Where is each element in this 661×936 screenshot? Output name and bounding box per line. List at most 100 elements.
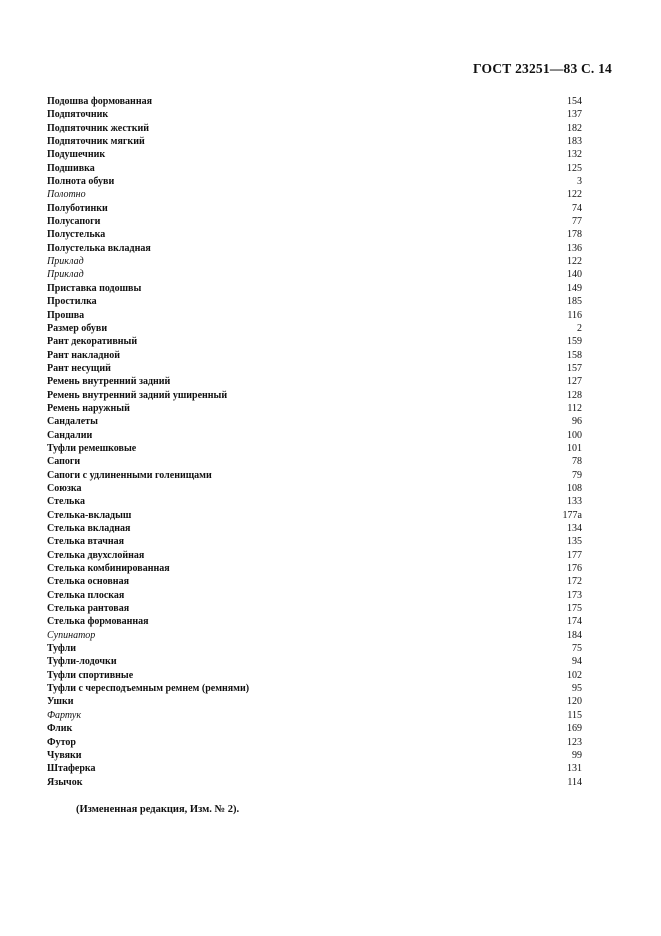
entry-term: Стелька-вкладыш: [47, 509, 132, 521]
entry-term: Рант декоративный: [47, 336, 138, 348]
entry-page: 177: [567, 549, 582, 561]
entry-term: Сапоги: [47, 456, 81, 468]
entry-page: 115: [567, 709, 582, 721]
index-entry: Ремень наружный 112: [47, 402, 582, 415]
entry-term: Прошва: [47, 309, 85, 321]
entry-page: 94: [572, 656, 582, 668]
entry-term: Приставка подошвы: [47, 282, 142, 294]
index-entry: Полнота обуви 3: [47, 175, 582, 188]
entry-page: 78: [572, 456, 582, 468]
index-entry: Подпяточник мягкий 183: [47, 135, 582, 148]
index-entry: Рант накладной 158: [47, 349, 582, 362]
entry-term: Стелька плоская: [47, 589, 125, 601]
entry-term: Чувяки: [47, 749, 82, 761]
index-entry: Туфли ремешковые 101: [47, 442, 582, 455]
entry-page: 101: [567, 442, 582, 454]
index-entry: Туфли с чересподъемным ремнем (ремнями) 9…: [47, 682, 582, 695]
entry-page: 172: [567, 576, 582, 588]
entry-term: Полуботинки: [47, 202, 108, 214]
index-entry: Полусапоги 77: [47, 215, 582, 228]
entry-page: 177а: [562, 509, 582, 521]
entry-page: 175: [567, 603, 582, 615]
entry-page: 133: [567, 496, 582, 508]
entry-term: Стелька: [47, 496, 85, 508]
entry-term: Полусапоги: [47, 216, 101, 228]
entry-term: Подпяточник: [47, 109, 109, 121]
entry-term: Подпяточник мягкий: [47, 136, 145, 148]
index-entry: Чувяки 99: [47, 749, 582, 762]
entry-page: 184: [567, 629, 582, 641]
entry-page: 100: [567, 429, 582, 441]
index-entry: Стелька формованная 174: [47, 615, 582, 628]
index-entry: Стелька основная 172: [47, 575, 582, 588]
entry-term: Подшивка: [47, 162, 95, 174]
entry-page: 136: [567, 242, 582, 254]
index-entry: Полуботинки 74: [47, 202, 582, 215]
entry-page: 75: [572, 643, 582, 655]
entry-term: Флик: [47, 723, 73, 735]
index-entry: Подушечник 132: [47, 148, 582, 161]
entry-term: Приклад: [47, 256, 84, 268]
entry-term: Стелька вкладная: [47, 523, 131, 534]
entry-term: Ремень внутренний задний уширенный: [47, 389, 228, 401]
entry-term: Полотно: [47, 189, 86, 201]
index-entry: Приклад 122: [47, 255, 582, 268]
entry-term: Туфли ремешковые: [47, 442, 137, 454]
entry-term: Полустелька вкладная: [47, 242, 151, 254]
entry-page: 131: [567, 763, 582, 775]
entry-page: 112: [567, 402, 582, 414]
entry-page: 137: [567, 109, 582, 121]
entry-page: 183: [567, 136, 582, 148]
entry-term: Рант несущий: [47, 362, 111, 374]
index-entry: Стелька-вкладыш 177а: [47, 509, 582, 522]
index-entry: Флик 169: [47, 722, 582, 735]
entry-term: Полустелька: [47, 229, 106, 241]
index-entry: Полотно 122: [47, 188, 582, 201]
entry-page: 120: [567, 696, 582, 708]
entry-term: Футор: [47, 736, 76, 748]
entry-term: Туфли спортивные: [47, 669, 134, 681]
index-entry: Стелька втачная 135: [47, 535, 582, 548]
index-entry: Стелька 133: [47, 495, 582, 508]
entry-term: Туфли: [47, 643, 76, 655]
entry-page: 95: [572, 683, 582, 695]
index-entry: Рант декоративный 159: [47, 335, 582, 348]
entry-page: 135: [567, 536, 582, 548]
entry-page: 114: [567, 776, 582, 788]
index-entry: Ремень внутренний задний 127: [47, 375, 582, 388]
index-entry: Приклад 140: [47, 268, 582, 281]
index-entry: Язычок 114: [47, 776, 582, 789]
index-entry: Союзка 108: [47, 482, 582, 495]
entry-term: Подошва формованная: [47, 96, 152, 107]
index-entry: Сапоги 78: [47, 455, 582, 468]
entry-page: 122: [567, 256, 582, 268]
entry-page: 108: [567, 482, 582, 494]
entry-term: Приклад: [47, 269, 84, 281]
entry-page: 173: [567, 589, 582, 601]
index-entry: Приставка подошвы 149: [47, 282, 582, 295]
entry-page: 79: [572, 469, 582, 481]
entry-page: 122: [567, 189, 582, 201]
entry-term: Подпяточник жесткий: [47, 122, 149, 134]
index-entry: Сандалии 100: [47, 429, 582, 442]
entry-term: Супинатор: [47, 629, 96, 641]
entry-term: Сапоги с удлиненными голенищами: [47, 469, 212, 481]
entry-term: Штаферка: [47, 763, 96, 775]
entry-page: 77: [572, 216, 582, 228]
entry-term: Стелька основная: [47, 576, 129, 588]
entry-term: Полнота обуви: [47, 176, 115, 188]
entry-page: 158: [567, 349, 582, 361]
entry-term: Подушечник: [47, 149, 106, 161]
entry-term: Стелька комбинированная: [47, 563, 170, 575]
entry-page: 182: [567, 122, 582, 134]
index-entry: Ремень внутренний задний уширенный 128: [47, 389, 582, 402]
entry-page: 74: [572, 202, 582, 214]
entry-term: Союзка: [47, 482, 82, 494]
entry-term: Ремень внутренний задний: [47, 376, 171, 388]
index-entry: Ушки 120: [47, 695, 582, 708]
index-entry: Подошва формованная 154: [47, 95, 582, 108]
entry-page: 128: [567, 389, 582, 401]
index-entry: Подпяточник жесткий 182: [47, 122, 582, 135]
entry-page: 174: [567, 616, 582, 628]
entry-term: Стелька рантовая: [47, 603, 130, 615]
